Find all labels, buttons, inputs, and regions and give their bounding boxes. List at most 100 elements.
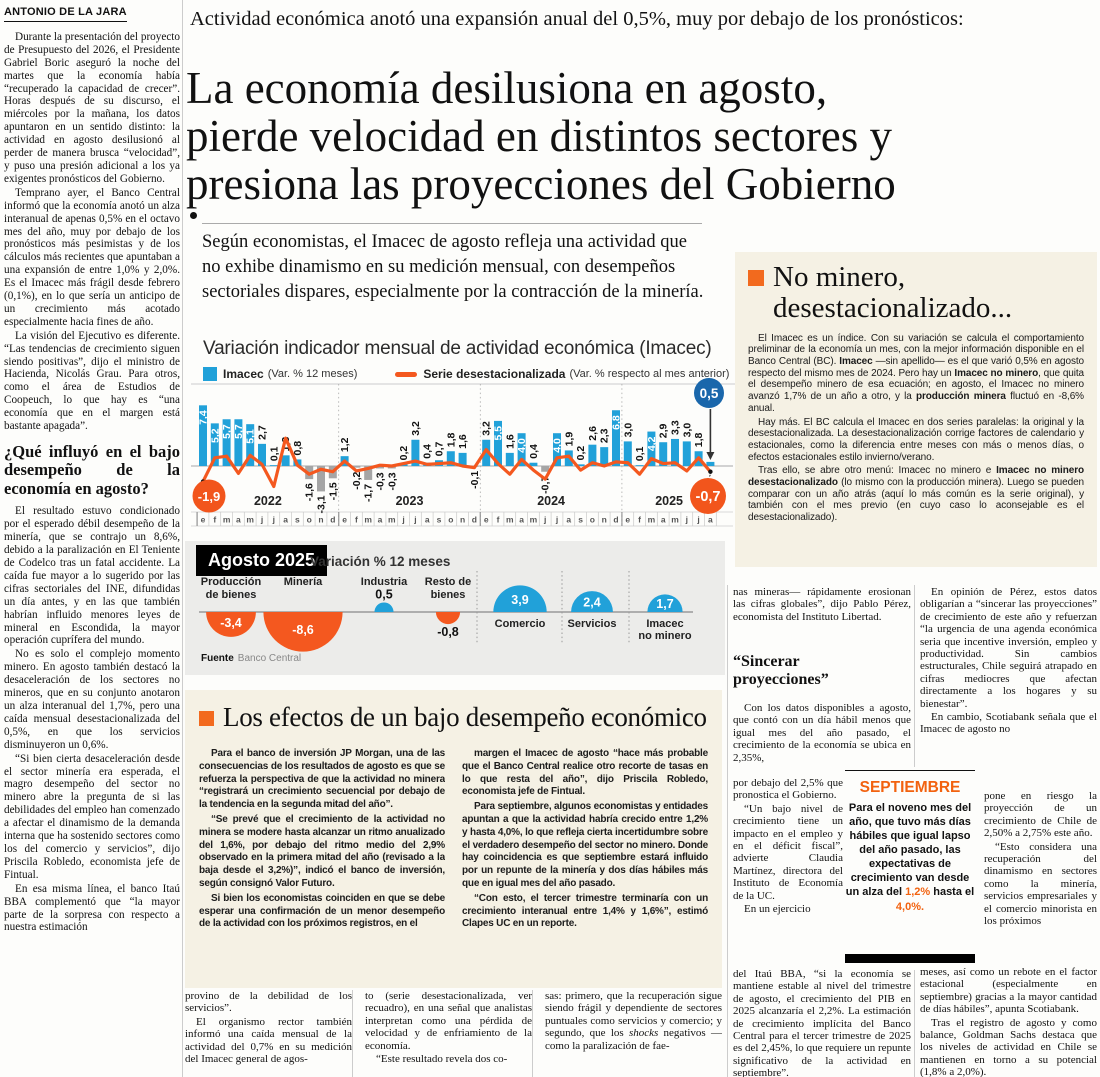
bar-value-label: 0,8 xyxy=(292,441,304,456)
bar-month xyxy=(647,431,656,466)
source-label: Fuente xyxy=(201,653,234,664)
bar-month xyxy=(258,443,266,466)
bar-month xyxy=(517,433,526,466)
bar-month xyxy=(612,410,620,466)
bar-month xyxy=(352,466,361,468)
bar-month xyxy=(600,447,609,466)
legend-bar-note: (Var. % 12 meses) xyxy=(267,368,358,380)
bottom-column-3: sas: primero, que la recuperación sigue … xyxy=(545,990,722,1077)
bar-value-label: 3,2 xyxy=(410,421,422,436)
month-letter: o xyxy=(590,515,595,525)
paragraph: margen el Imacec de agosto “hace más pro… xyxy=(462,748,708,798)
bar-value-label: 2,3 xyxy=(599,428,611,443)
sector-label: Minería xyxy=(284,576,323,588)
bar-month xyxy=(364,466,373,480)
column-a-seg-1: nas mineras— rápidamente erosionan las c… xyxy=(733,586,911,650)
column-a-seg-2: Con los datos disponibles a agosto, que … xyxy=(733,702,911,774)
headline-end-dot xyxy=(190,212,197,219)
year-label: 2024 xyxy=(537,494,565,508)
column-divider xyxy=(352,990,353,1077)
paragraph: “Si bien cierta desaceleración desde el … xyxy=(4,752,180,881)
end-callout-value: -0,7 xyxy=(696,489,721,505)
month-letter: d xyxy=(613,515,618,525)
sector-label: bienes xyxy=(431,589,466,601)
paragraph: “Un bajo nivel de crecimiento tiene un i… xyxy=(733,802,843,902)
bar-month xyxy=(269,465,278,466)
headline-line-2: pierde velocidad en distintos sectores y xyxy=(186,111,893,162)
month-letter: j xyxy=(401,515,404,525)
month-letter: n xyxy=(318,515,323,525)
column-b-seg-2: pone en riesgo la proyección de un creci… xyxy=(984,790,1097,962)
sector-value: 1,7 xyxy=(656,597,673,611)
effects-column-1: Para el banco de inversión JP Morgan, un… xyxy=(199,748,445,978)
paragraph: En opinión de Pérez, estos datos obligar… xyxy=(920,586,1097,710)
paragraph: En un ejercicio xyxy=(744,903,811,916)
month-letter: m xyxy=(223,515,231,525)
headline-line-3: presiona las proyecciones del Gobierno xyxy=(186,159,896,210)
bar-month xyxy=(494,420,502,466)
bar-value-label: 0,1 xyxy=(634,446,646,461)
sector-label: Resto de xyxy=(425,576,471,588)
legend-line-swatch-icon xyxy=(395,371,418,377)
column-b-seg-3: meses, así como un rebote en el factor e… xyxy=(920,966,1097,1077)
month-letter: o xyxy=(307,515,312,525)
sector-label: de bienes xyxy=(206,589,257,601)
paragraph: Temprano ayer, el Banco Central informó … xyxy=(4,186,180,328)
paragraph: por debajo del 2,5% que pronostica el Go… xyxy=(733,777,843,802)
sector-bubble xyxy=(374,602,394,612)
septiembre-highlight-box: SEPTIEMBRE Para el noveno mes del año, q… xyxy=(845,770,975,963)
orange-square-bullet-icon xyxy=(199,711,214,726)
sector-label: Servicios xyxy=(568,618,617,630)
month-letter: j xyxy=(543,515,546,525)
month-letter: m xyxy=(506,515,514,525)
sector-label: Industria xyxy=(361,576,408,588)
sector-label: Imacec xyxy=(646,618,683,630)
bar-value-label: 0,7 xyxy=(434,442,446,457)
month-letter: m xyxy=(246,515,254,525)
bar-month xyxy=(376,466,384,469)
paragraph: En cambio, Scotiabank señala que el Imac… xyxy=(920,711,1097,736)
column-divider xyxy=(182,0,183,1077)
paragraph: No es solo el complejo momento minero. E… xyxy=(4,648,180,751)
bar-value-label: -0,3 xyxy=(375,472,387,490)
bar-value-label: 4,2 xyxy=(646,436,658,451)
line-end-dot xyxy=(708,469,713,474)
bar-month xyxy=(399,464,408,466)
paragraph: “Esto considera una recuperación del din… xyxy=(984,840,1097,928)
paragraph: Durante la presentación del proyecto de … xyxy=(4,30,180,185)
bar-value-label: 1,8 xyxy=(445,432,457,447)
bar-value-label: 1,6 xyxy=(457,434,469,449)
bar-month xyxy=(222,419,231,466)
bar-value-label: -1,5 xyxy=(327,482,339,500)
bar-month xyxy=(317,466,325,492)
month-letter: e xyxy=(625,515,630,525)
septiembre-bottom-bar xyxy=(845,954,975,963)
septiembre-body: Para el noveno mes del año, que tuvo más… xyxy=(845,802,975,913)
column-divider xyxy=(727,585,728,1077)
bar-value-label: 1,6 xyxy=(504,434,516,449)
bar-month xyxy=(553,433,561,466)
bar-value-label: -0,7 xyxy=(540,476,552,494)
left-article-column: ANTONIO DE LA JARA Durante la presentaci… xyxy=(4,6,180,1077)
bar-value-label: 0,4 xyxy=(528,444,540,459)
paragraph: Tras el registro de agosto y como balanc… xyxy=(920,1016,1097,1077)
column-a-seg-3: por debajo del 2,5% que pronostica el Go… xyxy=(733,777,843,965)
end-callout-circle xyxy=(690,478,726,514)
month-letter: a xyxy=(661,515,666,525)
paragraph: sas: primero, que la recuperación sigue … xyxy=(545,990,722,1052)
bar-month xyxy=(411,439,420,466)
year-label: 2023 xyxy=(396,494,424,508)
sector-bubble xyxy=(493,585,547,612)
month-letter: e xyxy=(484,515,489,525)
bar-month xyxy=(458,452,467,466)
paragraph: Tras ello, se abre otro menú: Imacec no … xyxy=(748,465,1084,524)
bar-value-label: -1,6 xyxy=(304,483,316,501)
source-value: Banco Central xyxy=(237,653,302,664)
month-letter: e xyxy=(342,515,347,525)
bar-month xyxy=(482,439,491,466)
bar-value-label: 4,0 xyxy=(552,438,564,453)
sector-value: 2,4 xyxy=(583,596,600,610)
main-headline: La economía desilusiona en agosto, pierd… xyxy=(186,64,1100,210)
sector-bubble xyxy=(571,591,613,612)
